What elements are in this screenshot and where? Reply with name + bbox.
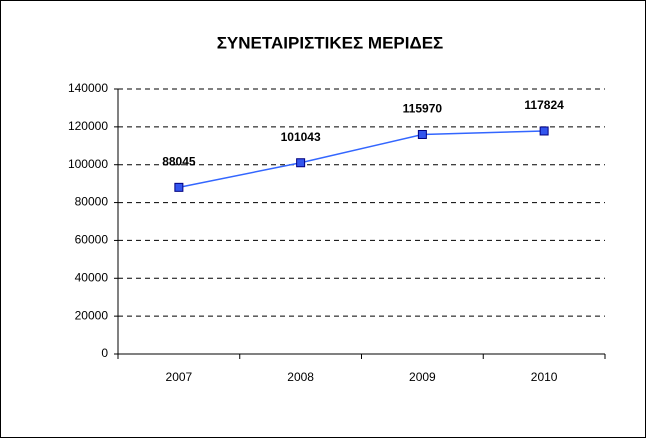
data-line bbox=[178, 130, 545, 189]
y-tick-label: 120000 bbox=[68, 119, 108, 133]
y-tick-label: 100000 bbox=[68, 157, 108, 171]
data-label: 101043 bbox=[281, 130, 321, 144]
y-tick-label: 40000 bbox=[75, 270, 109, 284]
chart-title: ΣΥΝΕΤΑΙΡΙΣΤΙΚΕΣ ΜΕΡΙΔΕΣ bbox=[217, 33, 444, 52]
y-tick-label: 140000 bbox=[68, 81, 108, 95]
data-label: 115970 bbox=[403, 102, 443, 116]
data-label: 88045 bbox=[162, 155, 196, 169]
data-label: 117824 bbox=[524, 98, 564, 112]
x-tick-label: 2010 bbox=[531, 370, 558, 384]
data-point bbox=[417, 129, 427, 139]
x-tick-label: 2008 bbox=[287, 370, 314, 384]
y-tick-label: 60000 bbox=[75, 233, 109, 247]
y-tick-label: 80000 bbox=[75, 195, 109, 209]
data-point bbox=[174, 182, 184, 192]
x-tick-label: 2007 bbox=[166, 370, 193, 384]
y-tick-label: 20000 bbox=[75, 308, 109, 322]
y-tick-label: 0 bbox=[101, 346, 108, 360]
data-point bbox=[539, 126, 549, 136]
x-tick-label: 2009 bbox=[409, 370, 436, 384]
data-point bbox=[296, 158, 306, 168]
